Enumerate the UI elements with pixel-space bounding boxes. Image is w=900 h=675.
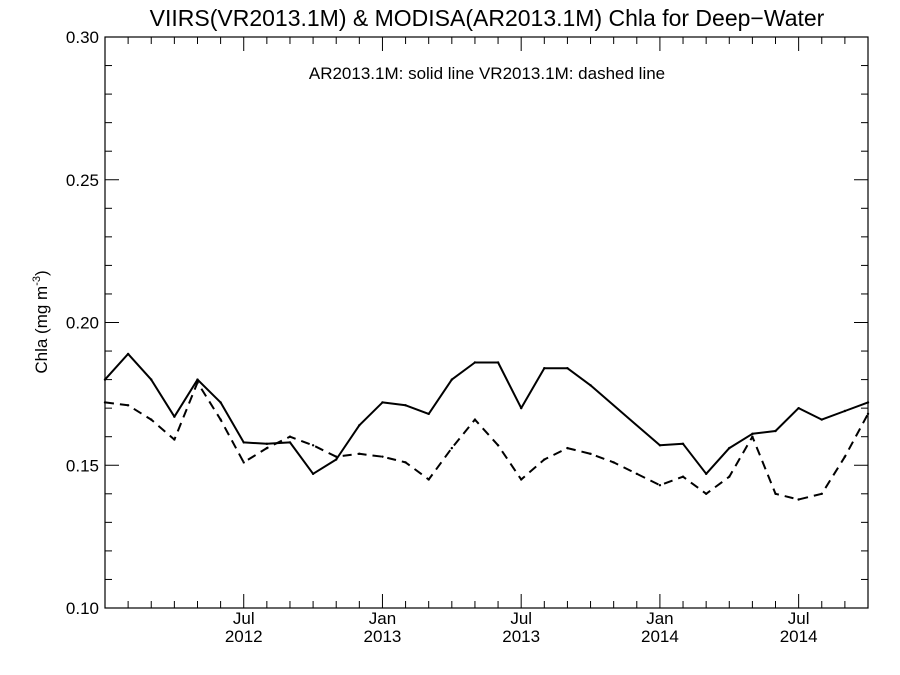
data-point <box>404 404 407 407</box>
data-point <box>381 455 384 458</box>
data-point <box>820 418 823 421</box>
data-point <box>173 415 176 418</box>
y-axis-label: Chla (mg m-3) <box>31 270 51 373</box>
data-point <box>242 461 245 464</box>
data-point <box>242 441 245 444</box>
data-point <box>219 401 222 404</box>
series-line-dashed <box>104 381 869 501</box>
chart-title: VIIRS(VR2013.1M) & MODISA(AR2013.1M) Chl… <box>150 5 825 31</box>
data-point <box>519 406 523 410</box>
data-point <box>288 441 292 444</box>
x-tick-label-year: 2013 <box>502 627 540 646</box>
data-point <box>635 472 638 476</box>
data-point <box>519 478 523 481</box>
x-tick-label-year: 2012 <box>225 627 263 646</box>
data-point <box>450 378 454 381</box>
data-point <box>820 492 823 495</box>
x-tick-label-month: Jan <box>369 609 396 628</box>
data-point <box>173 438 176 441</box>
x-tick-label-month: Jul <box>788 609 810 628</box>
data-point <box>774 429 777 433</box>
data-point <box>704 472 708 476</box>
data-point <box>866 412 870 416</box>
data-point <box>358 424 361 427</box>
data-point <box>566 366 569 370</box>
plot-frame <box>104 36 869 609</box>
x-tick-label-year: 2013 <box>364 627 402 646</box>
data-point <box>219 418 222 421</box>
data-point <box>751 432 754 436</box>
y-axis: 0.10 0.15 0.20 0.25 0.30 <box>66 28 868 618</box>
x-tick-label-year: 2014 <box>780 627 818 646</box>
data-point <box>473 418 477 421</box>
y-tick-label: 0.20 <box>66 314 99 333</box>
data-point <box>843 455 847 458</box>
data-point <box>311 444 315 447</box>
data-point <box>126 404 130 407</box>
data-point <box>774 492 777 495</box>
data-point <box>543 458 546 461</box>
data-point <box>358 452 361 456</box>
data-point <box>496 361 500 364</box>
data-point <box>381 401 384 404</box>
data-point <box>404 461 407 464</box>
data-point <box>681 475 685 478</box>
data-point <box>866 401 870 404</box>
x-tick-label-month: Jul <box>510 609 532 628</box>
data-point <box>427 412 430 416</box>
x-tick-label-month: Jul <box>233 609 255 628</box>
data-point <box>589 452 592 456</box>
chart-annotation: AR2013.1M: solid line VR2013.1M: dashed … <box>309 64 665 83</box>
data-point <box>728 475 731 478</box>
data-point <box>450 446 454 450</box>
data-point <box>311 472 315 476</box>
data-point <box>196 378 199 381</box>
data-point <box>566 446 569 450</box>
data-point <box>150 418 153 421</box>
y-axis-label-close: ) <box>32 270 51 276</box>
data-point <box>658 444 662 447</box>
data-point <box>704 492 708 495</box>
data-point <box>728 446 731 450</box>
data-point <box>589 384 592 387</box>
data-point <box>843 409 847 413</box>
data-point <box>797 406 800 410</box>
data-point <box>335 455 338 458</box>
data-point <box>196 381 199 384</box>
y-tick-label: 0.25 <box>66 171 99 190</box>
series-layer <box>103 352 870 501</box>
data-point <box>612 461 615 464</box>
data-point <box>797 498 800 501</box>
y-axis-label-text: Chla (mg m <box>32 286 51 374</box>
data-point <box>543 366 546 370</box>
y-tick-label: 0.30 <box>66 28 99 47</box>
y-tick-label: 0.10 <box>66 599 99 618</box>
series-line-solid <box>104 352 869 475</box>
x-tick-label-month: Jan <box>646 609 673 628</box>
data-point <box>126 352 130 356</box>
data-point <box>103 401 107 404</box>
y-axis-label-superscript: -3 <box>31 276 43 286</box>
data-point <box>288 435 292 438</box>
data-point <box>658 484 662 487</box>
data-point <box>103 378 107 381</box>
data-point <box>265 446 269 450</box>
data-point <box>427 478 430 481</box>
data-point <box>751 435 754 438</box>
data-point <box>473 361 477 364</box>
data-point <box>335 458 338 461</box>
x-tick-label-year: 2014 <box>641 627 679 646</box>
data-point <box>150 378 153 381</box>
y-tick-label: 0.15 <box>66 456 99 475</box>
data-point <box>265 442 269 446</box>
data-point <box>681 442 685 446</box>
data-point <box>496 444 500 447</box>
